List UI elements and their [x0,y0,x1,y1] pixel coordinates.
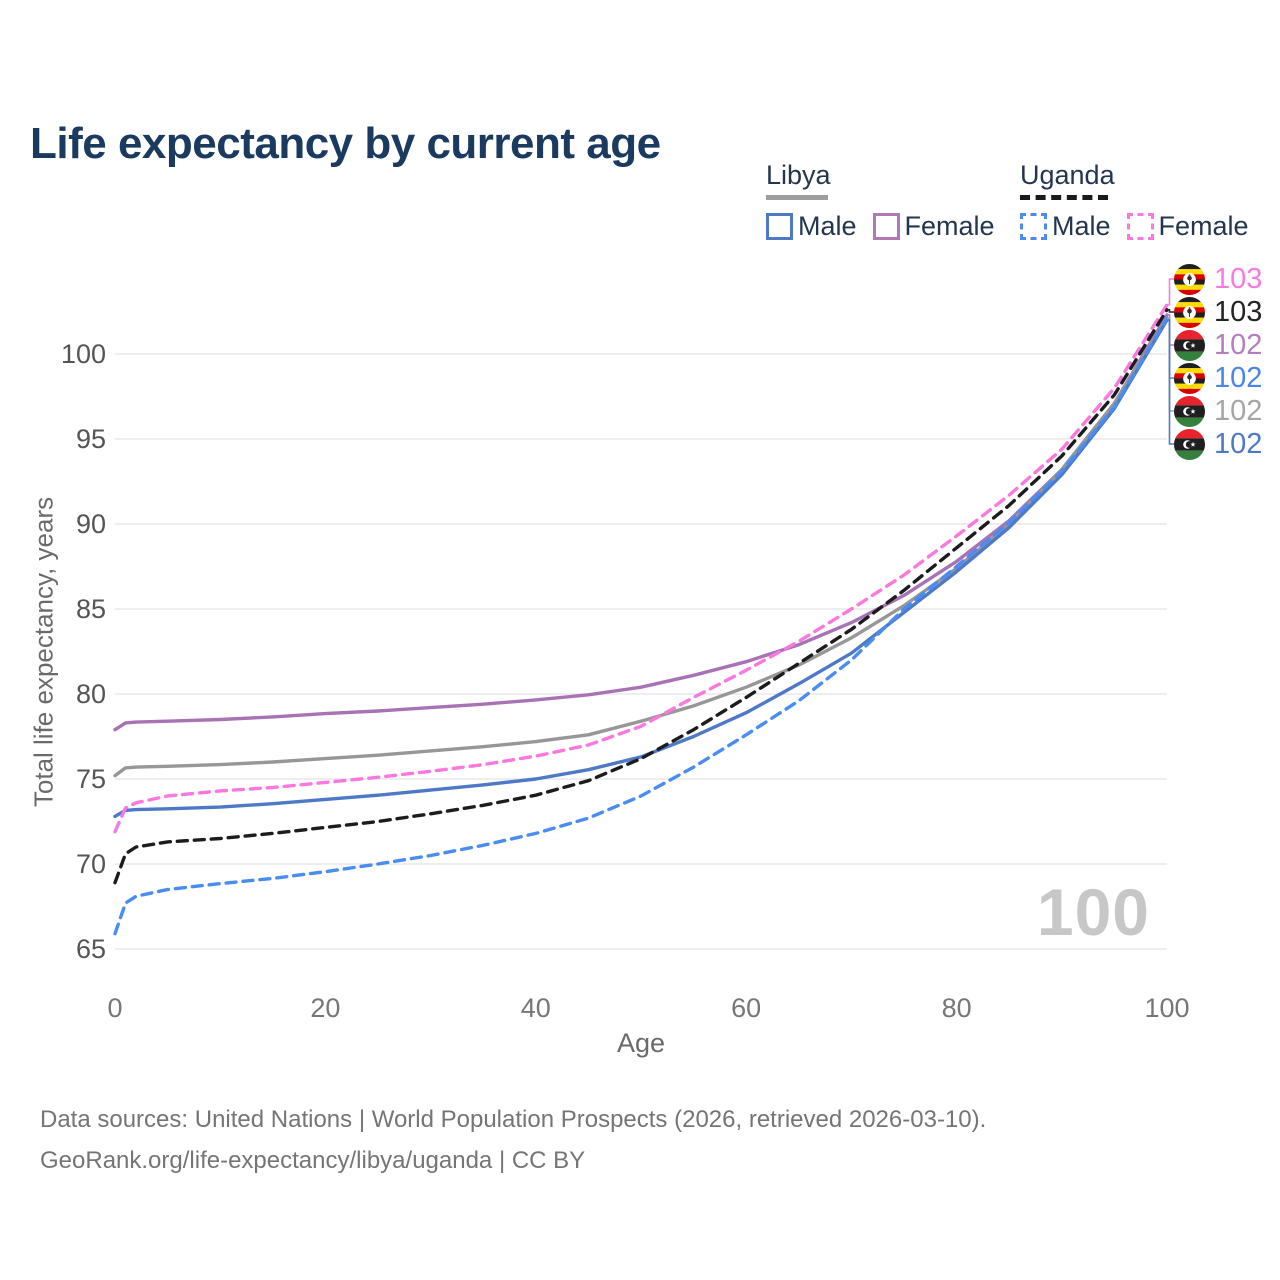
x-tick-label: 0 [107,993,123,1023]
uganda-flag-icon [1174,263,1205,295]
legend-group-uganda: Uganda Male Female [1020,160,1265,242]
y-tick-label: 95 [75,424,106,454]
legend-country-libya: Libya [766,160,831,190]
end-label-connector [1167,278,1174,306]
y-tick-label: 85 [75,594,106,624]
uganda-male-swatch-icon [1020,213,1047,240]
legend-group-libya: Libya Male Female [766,160,1011,242]
footer-attribution: GeoRank.org/life-expectancy/libya/uganda… [40,1147,586,1174]
series-line-libya_female[interactable] [113,313,1169,732]
y-tick-label: 75 [75,764,106,794]
end-label-uganda_all: 103 [1174,296,1262,328]
end-label-value: 103 [1214,295,1263,328]
end-label-value: 103 [1214,262,1263,295]
y-tick-label: 80 [75,679,106,709]
legend-item-label: Male [798,211,857,241]
legend-item-libya-male[interactable]: Male [766,211,857,242]
series-line-uganda_all[interactable] [113,308,1169,885]
legend-item-libya-female[interactable]: Female [872,211,995,242]
x-tick-label: 80 [941,993,972,1023]
series-line-uganda_male[interactable] [113,316,1169,936]
end-label-libya_male: 102 [1174,428,1262,460]
series-line-uganda_female[interactable] [113,303,1169,834]
x-tick-label: 60 [731,993,762,1023]
legend-item-label: Female [1158,211,1249,241]
page-title: Life expectancy by current age [30,119,661,169]
end-label-connector [1167,317,1174,379]
end-label-value: 102 [1214,394,1263,427]
end-label-libya_all: 102 [1174,395,1262,427]
y-tick-label: 90 [75,509,106,539]
end-label-value: 102 [1214,361,1263,394]
libya-female-swatch-icon [872,213,900,240]
libya-flag-icon [1174,428,1205,460]
end-label-connector [1167,309,1174,313]
legend-item-uganda-male[interactable]: Male [1020,211,1111,242]
x-axis-title: Age [616,1028,666,1058]
end-label-value: 102 [1214,427,1263,460]
uganda-flag-icon [1174,296,1205,328]
end-label-uganda_male: 102 [1174,362,1262,394]
libya-male-swatch-icon [766,213,793,240]
libya-flag-icon [1174,395,1205,427]
legend-item-uganda-female[interactable]: Female [1126,211,1249,242]
end-label-value: 102 [1214,328,1263,361]
end-label-uganda_female: 103 [1174,263,1262,295]
libya-solid-line-sample [766,195,828,200]
x-tick-label: 100 [1144,993,1190,1023]
end-label-connector [1167,319,1174,445]
legend-item-label: Male [1052,211,1111,241]
x-tick-label: 40 [520,993,551,1023]
end-label-connector [1167,317,1174,412]
y-tick-label: 100 [60,339,106,369]
age-counter-watermark: 100 [1036,875,1150,949]
libya-flag-icon [1174,329,1205,361]
series-line-libya_male[interactable] [113,318,1169,819]
footer-data-sources: Data sources: United Nations | World Pop… [40,1106,987,1133]
y-axis-title: Total life expectancy, years [28,496,59,808]
end-label-libya_female: 102 [1174,329,1262,361]
series-line-libya_all[interactable] [113,316,1169,778]
uganda-flag-icon [1174,362,1205,394]
uganda-dashed-line-sample [1020,195,1108,200]
x-tick-label: 20 [310,993,341,1023]
footer: Data sources: United Nations | World Pop… [40,1099,986,1181]
legend-item-label: Female [904,211,995,241]
uganda-female-swatch-icon [1126,213,1154,240]
y-tick-label: 70 [75,849,106,879]
legend-country-uganda: Uganda [1020,160,1115,190]
y-tick-label: 65 [75,934,106,964]
